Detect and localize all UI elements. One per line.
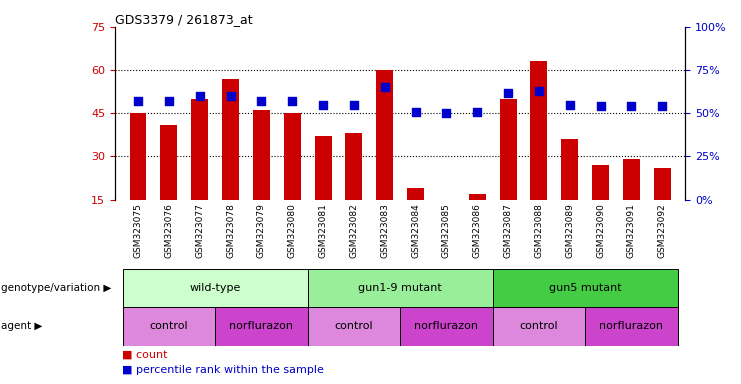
Point [225, 93, 236, 99]
Point [317, 101, 329, 108]
Point [440, 110, 452, 116]
Text: GSM323085: GSM323085 [442, 203, 451, 258]
Bar [122, 307, 215, 346]
Text: GSM323091: GSM323091 [627, 203, 636, 258]
Text: norflurazon: norflurazon [230, 321, 293, 331]
Point [595, 103, 607, 109]
Point [502, 89, 514, 96]
Bar [160, 125, 177, 200]
Text: GSM323076: GSM323076 [165, 203, 173, 258]
Text: GSM323084: GSM323084 [411, 203, 420, 258]
Bar [215, 307, 308, 346]
Bar [499, 99, 516, 200]
Bar [585, 307, 678, 346]
Text: GSM323078: GSM323078 [226, 203, 235, 258]
Bar [623, 159, 640, 200]
Text: control: control [519, 321, 558, 331]
Bar [493, 269, 678, 307]
Text: gun1-9 mutant: gun1-9 mutant [358, 283, 442, 293]
Bar [438, 200, 455, 205]
Bar [253, 111, 270, 200]
Bar [130, 113, 147, 200]
Text: norflurazon: norflurazon [414, 321, 479, 331]
Point [132, 98, 144, 104]
Bar [407, 188, 424, 200]
Bar [122, 269, 308, 307]
Text: GSM323083: GSM323083 [380, 203, 389, 258]
Text: ■ count: ■ count [122, 350, 167, 360]
Point [256, 98, 268, 104]
Bar [222, 79, 239, 200]
Point [471, 108, 483, 114]
Point [286, 98, 298, 104]
Point [533, 88, 545, 94]
Text: GSM323089: GSM323089 [565, 203, 574, 258]
Text: gun5 mutant: gun5 mutant [549, 283, 622, 293]
Bar [345, 134, 362, 200]
Bar [400, 307, 493, 346]
Bar [308, 307, 400, 346]
Text: ■ percentile rank within the sample: ■ percentile rank within the sample [122, 365, 324, 375]
Bar [284, 113, 301, 200]
Text: agent ▶: agent ▶ [1, 321, 42, 331]
Bar [191, 99, 208, 200]
Text: genotype/variation ▶: genotype/variation ▶ [1, 283, 111, 293]
Bar [531, 61, 548, 200]
Text: control: control [335, 321, 373, 331]
Text: control: control [150, 321, 188, 331]
Text: GSM323092: GSM323092 [658, 203, 667, 258]
Text: GSM323087: GSM323087 [504, 203, 513, 258]
Text: GSM323082: GSM323082 [349, 203, 359, 258]
Text: GDS3379 / 261873_at: GDS3379 / 261873_at [115, 13, 253, 26]
Bar [561, 139, 578, 200]
Bar [493, 307, 585, 346]
Text: GSM323080: GSM323080 [288, 203, 296, 258]
Bar [654, 168, 671, 200]
Bar [592, 165, 609, 200]
Text: GSM323077: GSM323077 [195, 203, 205, 258]
Point [379, 84, 391, 91]
Point [163, 98, 175, 104]
Point [193, 93, 205, 99]
Text: GSM323086: GSM323086 [473, 203, 482, 258]
Text: norflurazon: norflurazon [599, 321, 663, 331]
Text: GSM323075: GSM323075 [133, 203, 142, 258]
Bar [376, 70, 393, 200]
Bar [469, 194, 486, 200]
Bar [308, 269, 493, 307]
Text: wild-type: wild-type [190, 283, 241, 293]
Point [348, 101, 360, 108]
Bar [315, 136, 331, 200]
Point [410, 108, 422, 114]
Text: GSM323090: GSM323090 [596, 203, 605, 258]
Point [564, 101, 576, 108]
Text: GSM323079: GSM323079 [257, 203, 266, 258]
Text: GSM323088: GSM323088 [534, 203, 543, 258]
Text: GSM323081: GSM323081 [319, 203, 328, 258]
Point [657, 103, 668, 109]
Point [625, 103, 637, 109]
